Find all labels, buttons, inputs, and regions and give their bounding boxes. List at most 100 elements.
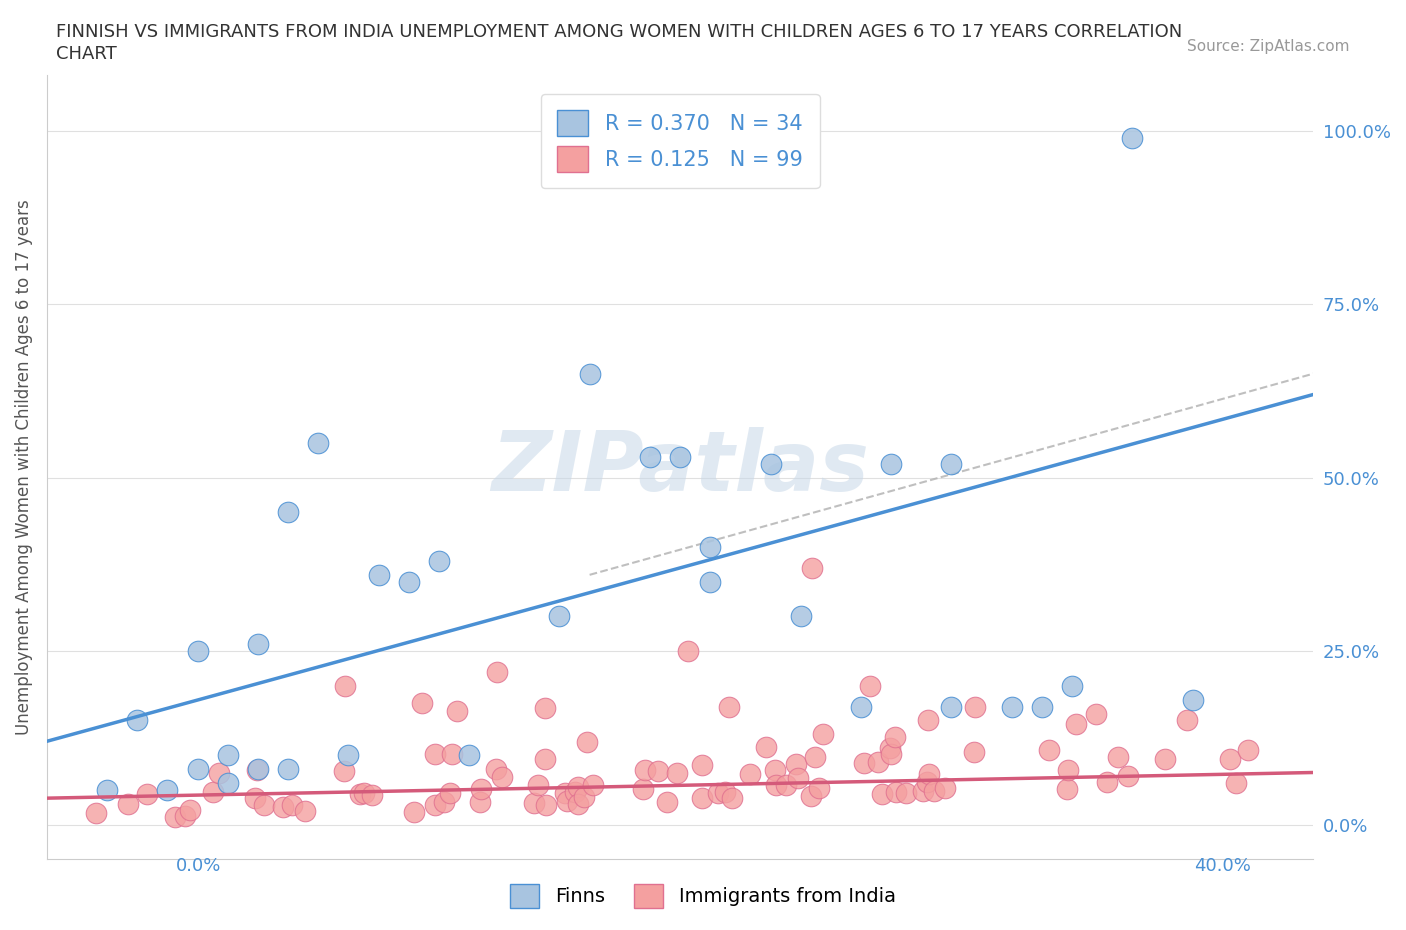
Point [367, 567, 389, 582]
Point [468, 795, 491, 810]
Legend: R = 0.370   N = 34, R = 0.125   N = 99: R = 0.370 N = 34, R = 0.125 N = 99 [540, 94, 820, 188]
Point [402, 804, 425, 819]
Point [446, 703, 468, 718]
Point [1001, 699, 1024, 714]
Point [880, 746, 903, 761]
Text: Source: ZipAtlas.com: Source: ZipAtlas.com [1187, 39, 1350, 54]
Point [924, 783, 946, 798]
Point [666, 765, 689, 780]
Point [572, 790, 595, 804]
Point [965, 699, 987, 714]
Point [217, 776, 239, 790]
Point [576, 735, 599, 750]
Point [534, 751, 557, 766]
Point [567, 796, 589, 811]
Point [800, 789, 823, 804]
Point [246, 762, 269, 777]
Point [208, 765, 231, 780]
Point [859, 678, 882, 693]
Point [800, 561, 823, 576]
Point [117, 797, 139, 812]
Point [884, 729, 907, 744]
Point [1095, 775, 1118, 790]
Point [786, 771, 808, 786]
Text: CHART: CHART [56, 45, 117, 62]
Point [714, 785, 737, 800]
Point [657, 794, 679, 809]
Point [567, 779, 589, 794]
Point [879, 740, 901, 755]
Point [564, 784, 586, 799]
Point [1175, 713, 1198, 728]
Point [523, 796, 546, 811]
Y-axis label: Unemployment Among Women with Children Ages 6 to 17 years: Unemployment Among Women with Children A… [15, 199, 32, 736]
Point [554, 786, 576, 801]
Point [1154, 751, 1177, 766]
Point [179, 803, 201, 817]
Point [136, 787, 159, 802]
Point [84, 805, 107, 820]
Point [246, 637, 269, 652]
Point [759, 457, 782, 472]
Point [433, 795, 456, 810]
Point [720, 790, 742, 805]
Point [1084, 706, 1107, 721]
Point [1236, 742, 1258, 757]
Point [1107, 750, 1129, 764]
Point [934, 780, 956, 795]
Point [808, 780, 831, 795]
Point [582, 777, 605, 792]
Point [273, 800, 295, 815]
Point [534, 700, 557, 715]
Point [963, 745, 986, 760]
Point [578, 366, 600, 381]
Point [1056, 782, 1078, 797]
Point [349, 787, 371, 802]
Point [872, 786, 894, 801]
Point [912, 783, 935, 798]
Point [803, 750, 825, 764]
Point [335, 678, 357, 693]
Point [360, 788, 382, 803]
Point [1181, 692, 1204, 707]
Point [440, 747, 463, 762]
Point [634, 763, 657, 777]
Text: ZIPatlas: ZIPatlas [491, 427, 869, 508]
Point [918, 766, 941, 781]
Text: FINNISH VS IMMIGRANTS FROM INDIA UNEMPLOYMENT AMONG WOMEN WITH CHILDREN AGES 6 T: FINNISH VS IMMIGRANTS FROM INDIA UNEMPLO… [56, 23, 1182, 41]
Point [849, 699, 872, 714]
Point [1225, 776, 1247, 790]
Point [96, 782, 118, 797]
Point [294, 804, 316, 818]
Point [534, 798, 557, 813]
Point [333, 764, 356, 778]
Point [1038, 742, 1060, 757]
Point [353, 785, 375, 800]
Point [156, 782, 179, 797]
Point [690, 790, 713, 805]
Point [740, 766, 762, 781]
Point [941, 699, 963, 714]
Point [1219, 751, 1241, 766]
Point [427, 553, 450, 568]
Point [763, 763, 786, 777]
Point [491, 769, 513, 784]
Point [1056, 763, 1078, 777]
Point [811, 726, 834, 741]
Point [439, 785, 461, 800]
Point [699, 539, 721, 554]
Point [470, 782, 492, 797]
Point [915, 775, 938, 790]
Point [669, 449, 692, 464]
Point [1064, 716, 1087, 731]
Point [307, 435, 329, 450]
Point [917, 713, 939, 728]
Point [692, 758, 714, 773]
Point [484, 762, 506, 777]
Point [398, 575, 420, 590]
Point [174, 809, 197, 824]
Point [894, 785, 917, 800]
Point [246, 763, 269, 777]
Point [676, 644, 699, 658]
Point [1116, 768, 1139, 783]
